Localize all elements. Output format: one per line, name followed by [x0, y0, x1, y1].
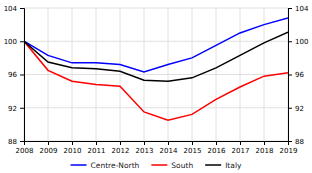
tick-mark: [20, 8, 24, 9]
tick-mark: [288, 8, 292, 9]
tick-label: 104: [4, 5, 18, 13]
tick-label: 2018: [256, 147, 274, 155]
axis-line: [289, 9, 293, 142]
tick-label: 2008: [16, 147, 34, 155]
tick: 2013: [136, 141, 154, 155]
grid-line-y: [24, 8, 288, 9]
tick-label: 2016: [208, 147, 226, 155]
y2-axis: 88 92 96 100 104: [288, 5, 309, 146]
tick-label: 104: [295, 5, 309, 13]
tick: 92: [288, 104, 304, 112]
legend-swatch: [205, 164, 221, 166]
axis-line: [20, 9, 25, 142]
tick-mark: [288, 141, 292, 142]
tick-mark: [20, 108, 24, 109]
tick: 88: [288, 138, 304, 146]
tick-label: 2014: [160, 147, 178, 155]
grid-line-y: [24, 41, 288, 42]
tick-mark: [168, 141, 169, 145]
tick-mark: [120, 141, 121, 145]
tick: 2012: [112, 141, 130, 155]
tick-label: 96: [295, 71, 304, 79]
tick-mark: [20, 141, 24, 142]
tick-label: 100: [4, 38, 17, 46]
legend-label: South: [171, 161, 193, 170]
tick: 104: [4, 5, 24, 13]
tick-mark: [264, 141, 265, 145]
tick: 96: [8, 71, 24, 79]
tick-label: 2012: [112, 147, 130, 155]
grid-line-y: [24, 74, 288, 75]
tick-mark: [192, 141, 193, 145]
tick: 2016: [208, 141, 226, 155]
tick-label: 2009: [40, 147, 58, 155]
tick-mark: [288, 108, 292, 109]
tick-label: 2013: [136, 147, 154, 155]
tick: 2011: [88, 141, 106, 155]
legend-item: Centre-North: [71, 161, 140, 170]
tick-label: 2015: [184, 147, 202, 155]
tick: 2017: [232, 141, 250, 155]
tick: 88: [8, 138, 24, 146]
chart: 2008 2009 2010 2011 2012 2013 2014 2015 2016 2017…: [0, 0, 312, 173]
tick-mark: [48, 141, 49, 145]
tick-mark: [20, 41, 24, 42]
tick-mark: [288, 41, 292, 42]
tick: 104: [288, 5, 309, 13]
tick-label: 2010: [64, 147, 82, 155]
tick: 92: [8, 104, 24, 112]
grid: [24, 8, 288, 141]
tick-mark: [96, 141, 97, 145]
legend-swatch: [71, 164, 87, 166]
tick: 96: [288, 71, 304, 79]
tick-label: 88: [295, 138, 304, 146]
tick-mark: [216, 141, 217, 145]
tick-mark: [72, 141, 73, 145]
legend-item: South: [151, 161, 193, 170]
tick-label: 92: [8, 104, 17, 112]
legend: Centre-North South Italy: [71, 161, 242, 170]
axis-line: [25, 142, 289, 146]
tick-mark: [288, 75, 292, 76]
y-axis: 88 92 96 100 104: [4, 5, 25, 146]
tick: 2009: [40, 141, 58, 155]
tick: 100: [288, 38, 308, 46]
lines: [24, 18, 288, 120]
tick: 2018: [256, 141, 274, 155]
tick-label: 100: [295, 38, 308, 46]
tick: 100: [4, 38, 24, 46]
legend-swatch: [151, 164, 167, 166]
tick-label: 2011: [88, 147, 106, 155]
legend-item: Italy: [205, 161, 242, 170]
tick: 2014: [160, 141, 178, 155]
tick-label: 88: [8, 138, 17, 146]
tick: 2008: [16, 141, 34, 155]
tick-label: 2017: [232, 147, 250, 155]
tick-mark: [144, 141, 145, 145]
tick: 2015: [184, 141, 202, 155]
plot: 2008 2009 2010 2011 2012 2013 2014 2015 2016 2017…: [4, 5, 309, 155]
grid-line-y: [24, 107, 288, 108]
legend-label: Centre-North: [91, 161, 140, 170]
tick-label: 96: [8, 71, 17, 79]
tick-label: 92: [295, 104, 304, 112]
tick: 2010: [64, 141, 82, 155]
x-axis: 2008 2009 2010 2011 2012 2013 2014 2015 2016 2017…: [16, 141, 298, 155]
legend-label: Italy: [225, 161, 242, 170]
tick-mark: [240, 141, 241, 145]
series-line: [24, 32, 288, 81]
series-line: [24, 18, 288, 72]
tick-mark: [20, 75, 24, 76]
tick-label: 2019: [280, 147, 298, 155]
